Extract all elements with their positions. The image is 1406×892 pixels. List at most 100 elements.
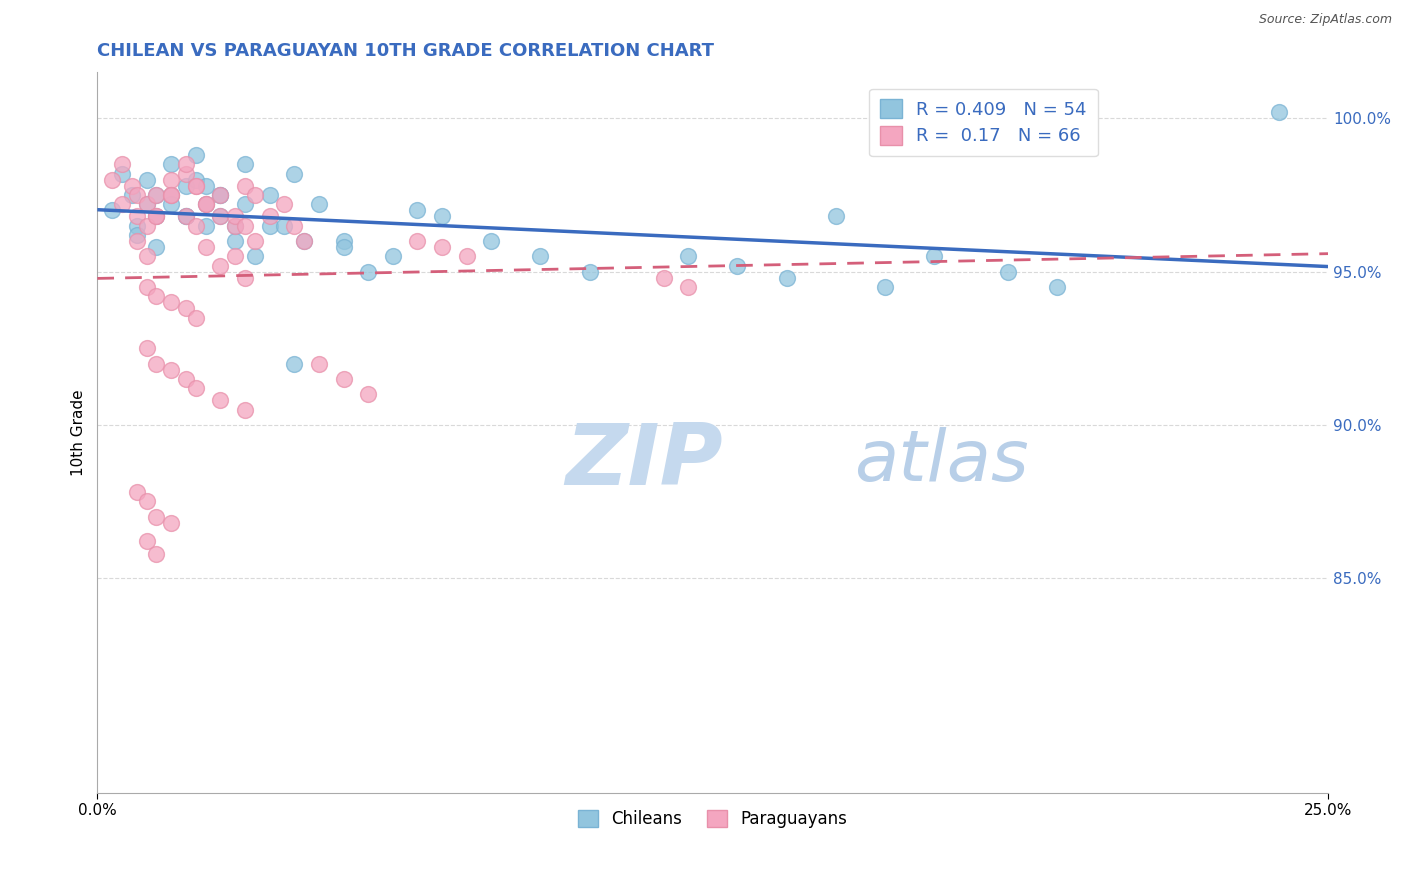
Point bbox=[578, 265, 600, 279]
Point bbox=[135, 249, 157, 263]
Point bbox=[209, 188, 232, 202]
Point bbox=[308, 357, 330, 371]
Point bbox=[922, 249, 945, 263]
Point bbox=[174, 210, 197, 224]
Point bbox=[233, 178, 256, 193]
Point bbox=[308, 197, 330, 211]
Point bbox=[135, 219, 157, 233]
Point bbox=[233, 157, 256, 171]
Point bbox=[194, 178, 217, 193]
Point bbox=[160, 362, 183, 376]
Point bbox=[125, 234, 148, 248]
Point bbox=[406, 203, 429, 218]
Point bbox=[160, 157, 183, 171]
Point bbox=[243, 234, 266, 248]
Point bbox=[194, 197, 217, 211]
Text: atlas: atlas bbox=[855, 427, 1029, 496]
Point bbox=[160, 516, 183, 530]
Point bbox=[652, 270, 675, 285]
Point bbox=[243, 188, 266, 202]
Point bbox=[224, 249, 246, 263]
Point bbox=[283, 219, 305, 233]
Point bbox=[873, 280, 896, 294]
Point bbox=[135, 280, 157, 294]
Point bbox=[125, 227, 148, 242]
Point bbox=[259, 188, 281, 202]
Point bbox=[174, 167, 197, 181]
Point bbox=[224, 219, 246, 233]
Point bbox=[357, 265, 380, 279]
Point bbox=[160, 188, 183, 202]
Point bbox=[243, 249, 266, 263]
Point bbox=[184, 178, 207, 193]
Point bbox=[125, 219, 148, 233]
Point bbox=[209, 259, 232, 273]
Y-axis label: 10th Grade: 10th Grade bbox=[72, 389, 86, 475]
Point bbox=[406, 234, 429, 248]
Point bbox=[160, 197, 183, 211]
Point bbox=[135, 534, 157, 549]
Point bbox=[184, 381, 207, 395]
Point bbox=[145, 188, 167, 202]
Point bbox=[209, 393, 232, 408]
Point bbox=[135, 172, 157, 186]
Point bbox=[430, 210, 453, 224]
Point bbox=[111, 157, 134, 171]
Point bbox=[456, 249, 478, 263]
Point bbox=[283, 357, 305, 371]
Point bbox=[224, 210, 246, 224]
Point bbox=[529, 249, 551, 263]
Point bbox=[233, 270, 256, 285]
Point bbox=[357, 387, 380, 401]
Point bbox=[174, 178, 197, 193]
Point bbox=[224, 219, 246, 233]
Text: ZIP: ZIP bbox=[565, 420, 723, 503]
Point bbox=[184, 178, 207, 193]
Point bbox=[292, 234, 315, 248]
Point bbox=[145, 210, 167, 224]
Point bbox=[184, 310, 207, 325]
Point bbox=[479, 234, 502, 248]
Point bbox=[174, 301, 197, 316]
Point bbox=[111, 197, 134, 211]
Point bbox=[273, 219, 295, 233]
Point bbox=[111, 167, 134, 181]
Point bbox=[125, 210, 148, 224]
Point bbox=[121, 178, 143, 193]
Point bbox=[145, 547, 167, 561]
Point bbox=[1268, 105, 1291, 120]
Point bbox=[145, 509, 167, 524]
Point bbox=[209, 188, 232, 202]
Point bbox=[145, 240, 167, 254]
Point bbox=[775, 270, 797, 285]
Point bbox=[259, 219, 281, 233]
Point bbox=[145, 188, 167, 202]
Point bbox=[174, 157, 197, 171]
Point bbox=[174, 210, 197, 224]
Point bbox=[233, 402, 256, 417]
Point bbox=[209, 188, 232, 202]
Point bbox=[121, 188, 143, 202]
Point bbox=[135, 341, 157, 355]
Point bbox=[125, 485, 148, 500]
Point bbox=[725, 259, 748, 273]
Point bbox=[824, 210, 846, 224]
Point bbox=[101, 172, 124, 186]
Point bbox=[135, 197, 157, 211]
Point bbox=[194, 240, 217, 254]
Point bbox=[145, 210, 167, 224]
Point bbox=[676, 249, 699, 263]
Point bbox=[332, 372, 354, 386]
Point bbox=[145, 210, 167, 224]
Point bbox=[160, 188, 183, 202]
Point bbox=[160, 172, 183, 186]
Point bbox=[224, 234, 246, 248]
Point bbox=[184, 148, 207, 162]
Point bbox=[233, 219, 256, 233]
Point bbox=[145, 289, 167, 303]
Point bbox=[194, 219, 217, 233]
Point bbox=[194, 197, 217, 211]
Legend: Chileans, Paraguayans: Chileans, Paraguayans bbox=[571, 803, 853, 835]
Point bbox=[332, 234, 354, 248]
Point bbox=[209, 210, 232, 224]
